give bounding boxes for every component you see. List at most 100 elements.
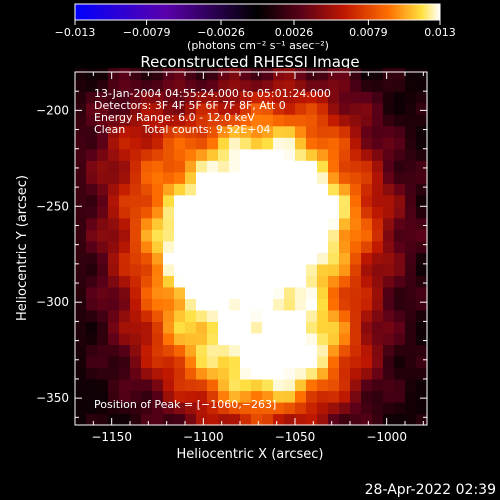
heatmap-cell: [317, 206, 329, 219]
heatmap-cell: [174, 183, 186, 196]
heatmap-cell: [416, 355, 428, 369]
heatmap-cell: [383, 355, 395, 369]
heatmap-cell: [174, 171, 186, 184]
heatmap-cell: [405, 79, 417, 92]
heatmap-cell: [86, 68, 98, 81]
heatmap-cell: [405, 321, 417, 334]
heatmap-cell: [97, 390, 109, 403]
heatmap-cell: [75, 275, 87, 288]
heatmap-cell: [339, 263, 351, 276]
heatmap-cell: [383, 252, 395, 265]
heatmap-cell: [273, 217, 285, 230]
heatmap-cell: [163, 401, 175, 415]
heatmap-cell: [405, 171, 417, 184]
heatmap-cell: [218, 344, 230, 357]
heatmap-cell: [86, 309, 98, 323]
heatmap-cell: [240, 390, 252, 403]
heatmap-cell: [295, 91, 307, 104]
heatmap-cell: [174, 298, 186, 311]
heatmap-cell: [262, 275, 274, 288]
heatmap-cell: [207, 413, 219, 426]
heatmap-cell: [86, 102, 98, 115]
heatmap-cell: [372, 309, 384, 323]
heatmap-cell: [416, 68, 428, 81]
heatmap-cell: [361, 137, 373, 150]
heatmap-cell: [328, 114, 340, 127]
heatmap-cell: [141, 286, 153, 299]
heatmap-cell: [394, 332, 406, 346]
heatmap-cell: [152, 263, 164, 276]
heatmap-cell: [372, 390, 384, 403]
heatmap-cell: [141, 355, 153, 369]
heatmap-cell: [339, 344, 351, 357]
heatmap-cell: [306, 240, 318, 253]
heatmap-cell: [185, 263, 197, 276]
heatmap-cell: [97, 367, 109, 380]
heatmap-cell: [119, 252, 131, 265]
heatmap-cell: [185, 102, 197, 115]
heatmap-cell: [273, 171, 285, 184]
heatmap-cell: [262, 332, 274, 346]
heatmap-cell: [284, 413, 296, 426]
heatmap-cell: [361, 413, 373, 426]
heatmap-cell: [394, 125, 406, 138]
heatmap-cell: [86, 229, 98, 242]
heatmap-cell: [86, 263, 98, 276]
heatmap-cell: [108, 332, 120, 346]
heatmap-cell: [339, 148, 351, 161]
heatmap-cell: [174, 355, 186, 369]
heatmap-cell: [416, 102, 428, 115]
heatmap-cell: [75, 252, 87, 265]
heatmap-cell: [295, 344, 307, 357]
heatmap-cell: [350, 344, 362, 357]
heatmap-cell: [394, 390, 406, 403]
heatmap-cell: [130, 194, 142, 207]
heatmap-cell: [119, 183, 131, 196]
heatmap-cell: [372, 114, 384, 127]
heatmap-cell: [130, 275, 142, 288]
heatmap-cell: [185, 298, 197, 311]
heatmap-cell: [207, 332, 219, 346]
heatmap-cell: [284, 321, 296, 334]
heatmap-cell: [251, 344, 263, 357]
heatmap-cell: [416, 390, 428, 403]
heatmap-cell: [350, 390, 362, 403]
heatmap-cell: [350, 160, 362, 173]
heatmap-cell: [119, 390, 131, 403]
heatmap-cell: [141, 367, 153, 380]
heatmap-cell: [262, 321, 274, 334]
heatmap-cell: [394, 355, 406, 369]
heatmap-cell: [174, 321, 186, 334]
heatmap-cell: [130, 148, 142, 161]
heatmap-cell: [273, 367, 285, 380]
heatmap-cell: [273, 183, 285, 196]
heatmap-cell: [273, 390, 285, 403]
heatmap-cell: [75, 263, 87, 276]
heatmap-cell: [295, 206, 307, 219]
heatmap-cell: [240, 194, 252, 207]
heatmap-cell: [119, 171, 131, 184]
heatmap-cell: [416, 321, 428, 334]
heatmap-cell: [163, 263, 175, 276]
heatmap-cell: [196, 171, 208, 184]
heatmap-cell: [207, 206, 219, 219]
heatmap-cell: [317, 355, 329, 369]
heatmap-cell: [141, 79, 153, 92]
heatmap-cell: [383, 137, 395, 150]
heatmap-cell: [416, 240, 428, 253]
heatmap-cell: [317, 252, 329, 265]
heatmap-cell: [152, 321, 164, 334]
heatmap-cell: [273, 355, 285, 369]
heatmap-cell: [416, 91, 428, 104]
heatmap-cell: [295, 148, 307, 161]
heatmap-cell: [416, 309, 428, 323]
heatmap-cell: [119, 401, 131, 415]
heatmap-cell: [295, 68, 307, 81]
heatmap-cell: [75, 240, 87, 253]
heatmap-cell: [284, 137, 296, 150]
heatmap-cell: [141, 91, 153, 104]
heatmap-cell: [240, 344, 252, 357]
heatmap-cell: [339, 390, 351, 403]
heatmap-cell: [405, 183, 417, 196]
heatmap-cell: [108, 160, 120, 173]
